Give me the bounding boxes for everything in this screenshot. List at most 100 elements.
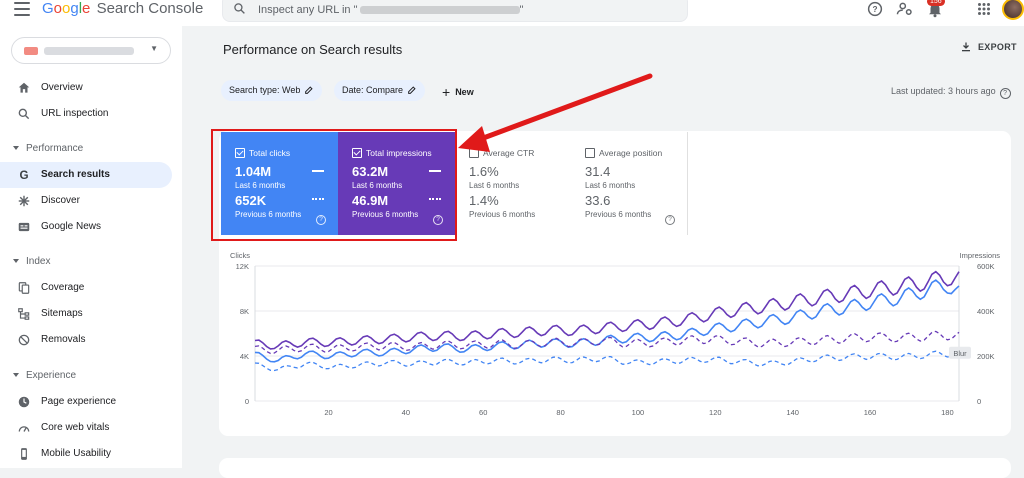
dashed-line-legend-icon	[429, 198, 441, 200]
plus-icon: +	[442, 84, 451, 100]
property-favicon	[24, 47, 38, 55]
right-tick-label: 200K	[977, 352, 995, 361]
series-line-clicks-current	[254, 279, 960, 363]
solid-line-legend-icon	[312, 170, 324, 172]
sidebar-item-discover[interactable]: Discover	[0, 188, 172, 214]
menu-icon[interactable]	[14, 2, 30, 16]
checkbox-checked-icon[interactable]	[352, 148, 362, 158]
sidebar-item-removals[interactable]: Removals	[0, 327, 172, 353]
right-tick-label: 600K	[977, 262, 995, 271]
annotation-arrow-shaft	[475, 73, 653, 143]
sidebar-item-core-web-vitals[interactable]: Core web vitals	[0, 415, 172, 441]
sidebar-section-index[interactable]: Index	[13, 256, 50, 267]
x-tick-label: 80	[556, 408, 564, 417]
metric-card-average-position[interactable]: Average position 31.4 Last 6 months 33.6…	[571, 132, 688, 235]
series-line-impressions-current	[254, 270, 960, 350]
left-tick-label: 12K	[236, 262, 249, 271]
url-inspection-search-input[interactable]: Inspect any URL in " "	[222, 0, 688, 22]
annotation-arrow	[458, 73, 653, 152]
search-icon	[234, 3, 245, 14]
collapse-triangle-icon	[13, 146, 19, 151]
speedometer-icon	[18, 426, 30, 432]
right-tick-label: 400K	[977, 307, 995, 316]
notifications-icon[interactable]	[926, 0, 944, 18]
sidebar-item-overview[interactable]: Overview	[0, 75, 172, 101]
edit-pencil-icon	[408, 86, 416, 94]
help-icon[interactable]: ?	[665, 215, 675, 225]
apps-grid-icon[interactable]	[975, 0, 993, 18]
help-icon[interactable]: ?	[433, 215, 443, 225]
checkbox-checked-icon[interactable]	[235, 148, 245, 158]
left-tick-label: 8K	[240, 307, 249, 316]
page-experience-icon	[18, 396, 30, 408]
x-tick-label: 140	[786, 408, 799, 417]
svg-text:?: ?	[872, 5, 877, 14]
edit-pencil-icon	[305, 86, 313, 94]
checkbox-unchecked-icon[interactable]	[585, 148, 595, 158]
property-name-blurred	[44, 47, 134, 55]
sidebar-item-coverage[interactable]: Coverage	[0, 275, 172, 301]
help-icon[interactable]: ?	[316, 215, 326, 225]
left-axis-title: Clicks	[230, 251, 250, 260]
dashed-line-legend-icon	[312, 198, 324, 200]
page-title: Performance on Search results	[223, 42, 403, 57]
help-icon[interactable]: ?	[866, 0, 884, 18]
user-settings-icon[interactable]	[896, 0, 914, 18]
property-selector[interactable]: ▼	[11, 37, 171, 64]
new-filter-button[interactable]: + New	[442, 84, 474, 100]
x-tick-label: 20	[324, 408, 332, 417]
app-logo[interactable]: Google Search Console	[42, 0, 204, 17]
news-icon	[18, 222, 30, 232]
right-tick-label: 0	[977, 397, 981, 406]
x-tick-label: 180	[941, 408, 954, 417]
metric-card-average-ctr[interactable]: Average CTR 1.6% Last 6 months 1.4% Prev…	[455, 132, 572, 235]
svg-text:G: G	[19, 169, 28, 182]
annotation-arrow-head	[458, 126, 490, 152]
removal-icon	[18, 334, 30, 346]
collapse-triangle-icon	[13, 259, 19, 264]
search-type-filter-chip[interactable]: Search type: Web	[221, 80, 323, 101]
sidebar-item-mobile-usability[interactable]: Mobile Usability	[0, 441, 172, 467]
metric-card-total-impressions[interactable]: Total impressions 63.2M Last 6 months 46…	[338, 132, 455, 235]
left-tick-label: 0	[245, 397, 249, 406]
google-g-icon: G	[19, 169, 28, 182]
sidebar-item-url-inspection[interactable]: URL inspection	[0, 101, 172, 127]
sidebar-item-google-news[interactable]: Google News	[0, 214, 172, 240]
help-icon[interactable]: ?	[999, 88, 1011, 99]
search-icon	[18, 108, 30, 120]
sidebar-section-performance[interactable]: Performance	[13, 143, 83, 154]
sidebar: ▼ Overview URL inspection Performance G …	[0, 26, 182, 468]
x-tick-label: 120	[709, 408, 722, 417]
x-tick-label: 160	[864, 408, 877, 417]
search-placeholder: Inspect any URL in "	[258, 4, 358, 16]
right-axis-title: Impressions	[960, 251, 1001, 260]
app-name: Search Console	[96, 0, 204, 17]
blurred-property-url	[359, 6, 520, 15]
home-icon	[18, 82, 30, 93]
date-filter-chip[interactable]: Date: Compare	[334, 80, 426, 101]
chart-tooltip-label: Blur	[953, 349, 967, 358]
x-tick-label: 60	[479, 408, 487, 417]
sidebar-section-experience[interactable]: Experience	[13, 370, 76, 381]
sidebar-item-search-results[interactable]: G Search results	[0, 162, 172, 188]
top-bar: Google Search Console Inspect any URL in…	[0, 0, 1024, 26]
sidebar-item-sitemaps[interactable]: Sitemaps	[0, 301, 172, 327]
sidebar-item-page-experience[interactable]: Page experience	[0, 389, 172, 415]
chevron-down-icon: ▼	[150, 44, 158, 53]
performance-chart: Clicks Impressions 12K 600K 8K 400K 4K 200K 0 0 20…	[219, 244, 1011, 424]
chart-tooltip-chip	[949, 346, 971, 359]
collapse-triangle-icon	[13, 373, 19, 378]
x-tick-label: 40	[402, 408, 410, 417]
series-line-impressions-previous	[254, 330, 960, 355]
left-tick-label: 4K	[240, 352, 249, 361]
asterisk-icon	[18, 195, 30, 207]
file-copy-icon	[18, 282, 30, 294]
avatar[interactable]	[1002, 0, 1024, 20]
export-button[interactable]: EXPORT	[960, 41, 1017, 53]
last-updated-text: Last updated: 3 hours ago?	[891, 86, 1011, 99]
metric-card-total-clicks[interactable]: Total clicks 1.04M Last 6 months 652K Pr…	[221, 132, 338, 235]
phone-icon	[21, 448, 27, 460]
series-line-clicks-previous	[254, 350, 960, 372]
notification-count-badge: 156	[927, 0, 945, 6]
sitemap-icon	[18, 308, 30, 320]
